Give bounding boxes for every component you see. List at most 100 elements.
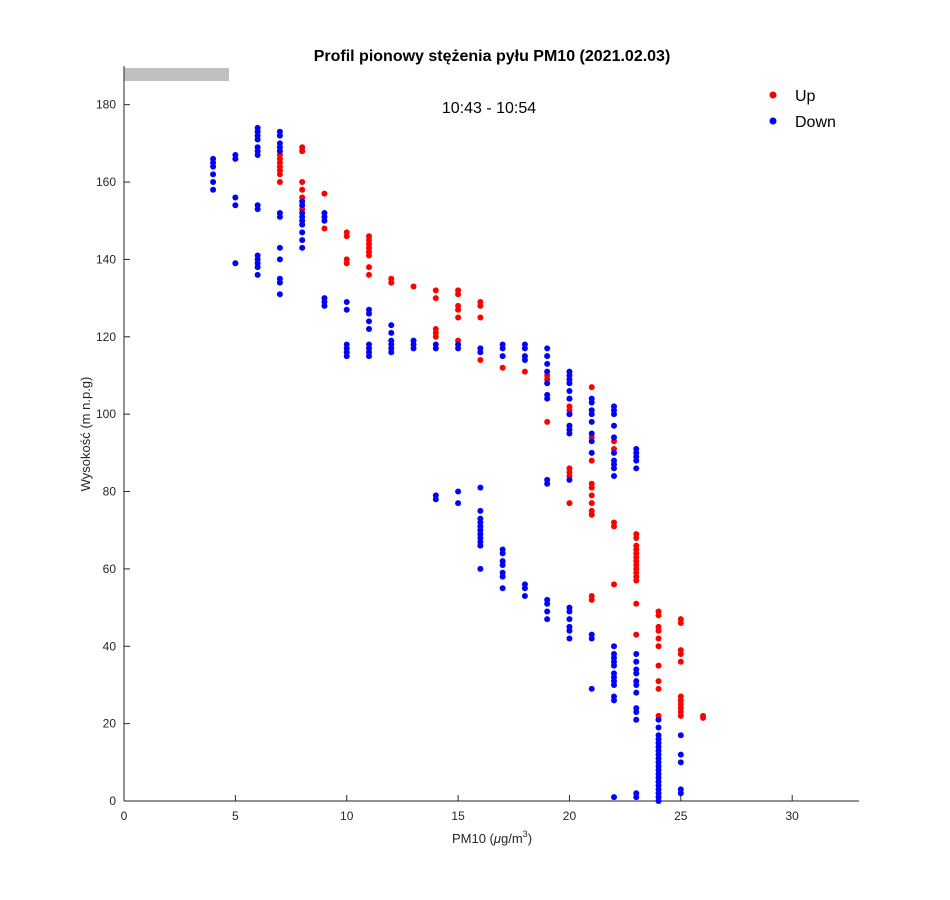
y-axis-label: Wysokość (m n.p.g): [78, 377, 93, 492]
data-point-up: [455, 306, 462, 313]
x-tick-label: 15: [451, 809, 465, 823]
x-tick-label: 0: [121, 809, 128, 823]
data-point-down: [343, 298, 350, 305]
data-point-down: [299, 229, 306, 236]
data-point-down: [544, 608, 551, 615]
data-point-up: [455, 291, 462, 298]
data-point-up: [611, 523, 617, 530]
data-point-up: [477, 314, 484, 321]
data-point-down: [276, 148, 283, 155]
data-point-down: [210, 186, 217, 193]
data-point-up: [544, 418, 551, 425]
data-point-down: [677, 759, 684, 766]
data-point-up: [388, 279, 395, 286]
data-point-down: [210, 163, 217, 170]
data-point-down: [611, 473, 617, 480]
data-point-up: [321, 190, 328, 197]
data-point-down: [521, 592, 528, 599]
data-point-up: [366, 264, 372, 271]
data-point-down: [455, 500, 462, 507]
data-point-down: [544, 353, 551, 360]
data-point-down: [566, 635, 573, 642]
data-point-down: [566, 616, 573, 623]
data-point-down: [588, 449, 595, 456]
data-point-down: [366, 318, 372, 325]
data-point-down: [566, 430, 573, 437]
data-point-down: [566, 387, 573, 394]
data-point-up: [700, 714, 707, 721]
data-point-down: [210, 179, 217, 186]
x-axis-label: PM10 (μg/m3): [452, 829, 532, 846]
data-point-up: [455, 314, 462, 321]
data-point-up: [588, 511, 595, 518]
legend: Up Down: [769, 88, 836, 131]
data-point-down: [477, 507, 484, 514]
data-point-down: [544, 360, 551, 367]
data-point-down: [611, 465, 617, 472]
data-point-down: [588, 635, 595, 642]
data-point-up: [432, 333, 439, 340]
data-point-up: [677, 658, 684, 665]
data-point-up: [588, 384, 595, 391]
data-point-down: [633, 716, 640, 723]
data-point-down: [633, 651, 640, 657]
data-point-down: [232, 155, 239, 162]
data-point-up: [588, 484, 595, 491]
data-point-up: [521, 368, 528, 375]
data-point-down: [343, 306, 350, 313]
data-point-down: [611, 697, 617, 704]
data-point-up: [299, 148, 306, 155]
y-tick-label: 80: [103, 485, 117, 499]
data-point-down: [254, 264, 261, 271]
y-tick-label: 160: [96, 175, 116, 189]
data-point-down: [499, 585, 506, 592]
data-point-down: [299, 237, 306, 244]
y-tick-label: 20: [103, 717, 117, 731]
data-point-down: [677, 790, 684, 797]
data-point-up: [655, 662, 662, 669]
data-point-down: [633, 465, 640, 472]
data-point-up: [477, 302, 484, 309]
y-tick-label: 120: [96, 330, 116, 344]
data-point-down: [566, 380, 573, 387]
data-point-down: [611, 794, 617, 801]
data-point-up: [276, 179, 283, 186]
y-tick-label: 140: [96, 252, 116, 266]
data-point-up: [633, 600, 640, 607]
data-point-down: [321, 217, 328, 224]
data-point-down: [232, 202, 239, 209]
data-point-down: [588, 418, 595, 425]
data-point-down: [366, 326, 372, 333]
data-point-down: [477, 484, 484, 491]
data-point-up: [566, 500, 573, 507]
data-point-down: [588, 399, 595, 406]
data-point-up: [366, 252, 372, 259]
data-point-up: [655, 627, 662, 634]
data-point-down: [611, 643, 617, 650]
data-point-down: [299, 221, 306, 228]
x-tick-label: 5: [232, 809, 239, 823]
data-point-up: [321, 225, 328, 232]
data-point-up: [655, 643, 662, 650]
data-point-down: [276, 256, 283, 263]
data-point-down: [588, 438, 595, 445]
x-tick-label: 10: [340, 809, 354, 823]
data-point-down: [611, 681, 617, 688]
data-point-up: [499, 364, 506, 371]
data-point-down: [633, 681, 640, 688]
data-point-down: [299, 244, 306, 251]
data-point-down: [633, 794, 640, 801]
data-point-down: [388, 322, 395, 329]
x-tick-label: 25: [674, 809, 688, 823]
legend-label-up: Up: [795, 88, 816, 105]
y-tick-label: 40: [103, 639, 117, 653]
axes: [123, 66, 859, 802]
data-point-up: [633, 631, 640, 638]
data-point-down: [343, 353, 350, 360]
data-point-down: [544, 380, 551, 387]
data-point-up: [655, 635, 662, 642]
data-point-up: [588, 596, 595, 603]
y-tick-label: 0: [109, 794, 116, 808]
data-point-up: [299, 179, 306, 186]
data-point-down: [521, 585, 528, 592]
